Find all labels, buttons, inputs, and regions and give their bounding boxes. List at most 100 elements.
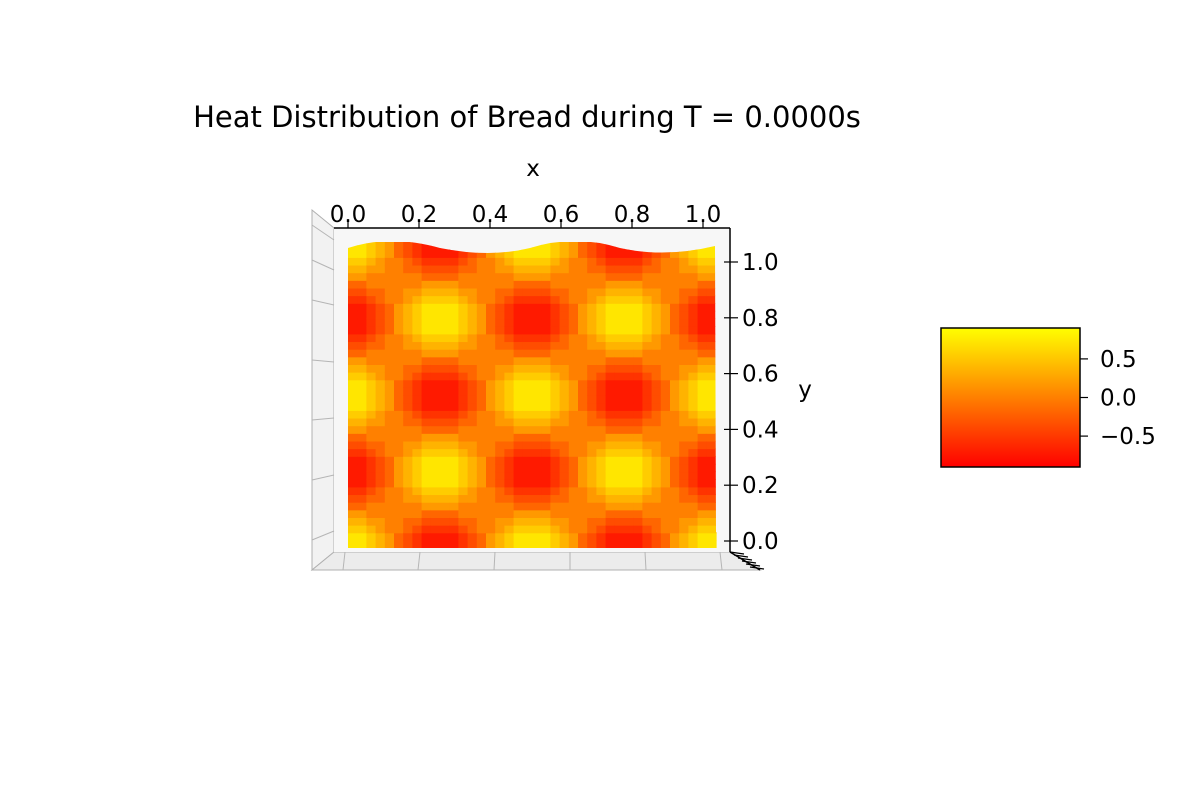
surface-cell [486,540,496,548]
surface-cell [403,242,413,251]
surface-cell [430,402,441,411]
surface-cell [578,525,588,534]
surface-cell [706,333,717,343]
surface-cell [486,494,496,503]
surface-cell [670,463,680,473]
surface-cell [421,364,432,373]
surface-cell [467,471,478,480]
surface-cell [559,372,570,381]
surface-cell [587,264,597,274]
surface-cell [476,417,487,427]
surface-cell [476,448,487,457]
surface-cell [587,333,597,343]
y-axis-ticks: 0.00.20.40.60.81.0 [724,250,779,555]
surface-cell [605,433,616,442]
surface-cell [688,303,699,312]
surface-cell [467,509,478,518]
surface-cell [440,395,450,404]
surface-cell [495,257,505,266]
surface-cell [440,517,450,526]
surface-cell [679,532,689,541]
surface-cell [366,509,377,518]
surface-cell [541,349,551,358]
surface-cell [476,264,487,274]
y-tick-label: 0.8 [742,306,779,332]
surface-cell [587,326,597,335]
surface-cell [688,264,699,274]
surface-cell [357,372,367,381]
surface-cell [458,479,469,488]
surface-cell [384,525,395,534]
surface-cell [458,310,469,320]
surface-cell [412,410,423,419]
surface-cell [375,486,386,496]
surface-cell [605,525,616,534]
surface-cell [348,249,358,258]
surface-cell [550,525,561,534]
surface-cell [697,280,708,289]
surface-cell [384,410,395,419]
surface-cell [403,410,413,419]
surface-cell [624,264,634,274]
surface-cell [467,349,478,358]
surface-cell [421,502,432,511]
surface-cell [394,509,404,518]
surface-cell [642,272,653,281]
surface-cell [412,525,423,534]
surface-cell [605,295,616,304]
surface-cell [486,326,496,335]
surface-cell [559,456,570,465]
surface-cell [458,471,469,480]
surface-cell [578,509,588,518]
surface-cell [642,471,653,480]
surface-cell [587,525,597,534]
surface-cell [550,356,561,365]
surface-cell [486,379,496,388]
surface-cell [495,425,505,434]
surface-cell [430,272,441,281]
surface-cell [633,287,643,297]
surface-cell [679,525,689,534]
surface-cell [624,494,634,503]
surface-cell [430,448,441,457]
surface-cell [688,326,699,335]
surface-cell [624,372,634,381]
surface-cell [670,471,680,480]
surface-cell [651,310,662,320]
surface-cell [596,257,607,266]
surface-cell [679,272,689,281]
surface-cell [421,540,432,548]
surface-cell [486,395,496,404]
surface-cell [366,341,377,350]
surface-cell [412,364,423,373]
surface-cell [679,486,689,496]
surface-cell [384,471,395,480]
surface-cell [522,410,533,419]
surface-cell [660,341,671,350]
surface-cell [458,425,469,434]
surface-cell [513,425,524,434]
surface-cell [688,525,699,534]
surface-cell [633,341,643,350]
surface-cell [578,349,588,358]
surface-cell [403,540,413,548]
surface-cell [375,349,386,358]
surface-cell [532,364,542,373]
surface-cell [642,463,653,473]
surface-cell [467,272,478,281]
surface-cell [495,379,505,388]
surface-cell [532,249,542,258]
surface-cell [697,349,708,358]
surface-cell [440,525,450,534]
surface-cell [440,456,450,465]
surface-cell [568,425,579,434]
surface-cell [697,471,708,480]
surface-cell [440,364,450,373]
surface-cell [440,341,450,350]
surface-cell [614,280,625,289]
surface-cell [624,249,634,258]
surface-cell [495,249,505,258]
surface-cell [624,310,634,320]
surface-cell [596,310,607,320]
surface-cell [596,249,607,258]
